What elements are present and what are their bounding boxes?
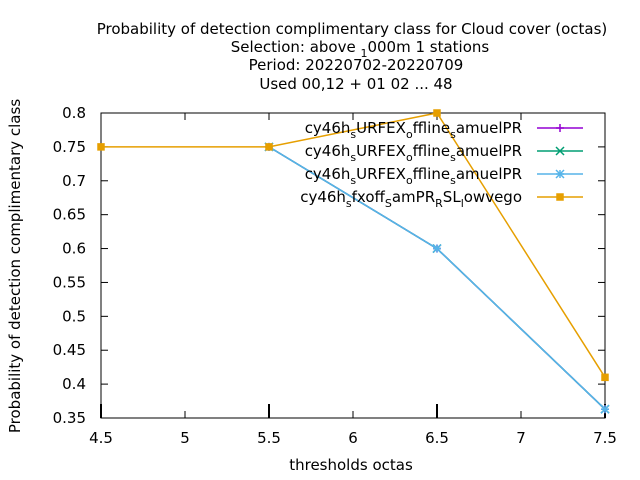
axes: 4.5 5 5.5 6 6.5 7 7.5 0.35 0.4 0.45 0.5 0.55 0.6 0.65… bbox=[53, 104, 617, 447]
x-tick-label-5: 7 bbox=[516, 429, 526, 447]
y-tick-label-0: 0.35 bbox=[53, 409, 86, 427]
legend-label-part: amPR bbox=[392, 188, 435, 206]
legend: cy46hsURFEXofflinesamuelPRcy46hsURFEXoff… bbox=[300, 119, 583, 210]
legend-label-part: ffline bbox=[413, 142, 450, 160]
x-axis-label: thresholds octas bbox=[289, 456, 413, 474]
series-line-2 bbox=[268, 146, 606, 410]
title-line-3: Period: 20220702-20220709 bbox=[249, 56, 464, 74]
series-3-point-0 bbox=[97, 143, 105, 151]
legend-label-part: s bbox=[450, 151, 456, 164]
legend-label-part: cy46h bbox=[305, 165, 351, 183]
legend-label-part: amuelPR bbox=[456, 119, 522, 137]
x-tick-label-4: 6.5 bbox=[425, 429, 449, 447]
legend-label-part: SL bbox=[443, 188, 462, 206]
legend-label-3: cy46hsfxoffSamPRRSLlowvego bbox=[300, 188, 522, 210]
title-line-4: Used 00,12 + 01 02 ... 48 bbox=[259, 75, 452, 93]
x-tick-label-0: 4.5 bbox=[89, 429, 113, 447]
legend-label-part: S bbox=[385, 197, 392, 210]
legend-label-part: URFEX bbox=[356, 165, 406, 183]
x-tick-label-2: 5.5 bbox=[257, 429, 281, 447]
legend-label-part: s bbox=[346, 197, 352, 210]
y-tick-label-2: 0.45 bbox=[53, 341, 86, 359]
title-line-2: Selection: above 1000m 1 stations bbox=[231, 38, 490, 60]
series-line-1 bbox=[268, 146, 606, 410]
legend-marker-3 bbox=[556, 193, 564, 201]
x-tick-label-6: 7.5 bbox=[593, 429, 617, 447]
x-tick-label-3: 6 bbox=[348, 429, 358, 447]
series-3-point-2 bbox=[433, 109, 441, 117]
legend-entry-2: cy46hsURFEXofflinesamuelPR bbox=[305, 165, 583, 187]
legend-label-part: l bbox=[461, 197, 464, 210]
legend-label-part: cy46h bbox=[305, 142, 351, 160]
legend-label-2: cy46hsURFEXofflinesamuelPR bbox=[305, 165, 522, 187]
legend-label-part: fxoff bbox=[352, 188, 386, 206]
series-2-point-2 bbox=[600, 404, 610, 414]
legend-marker-0 bbox=[556, 124, 564, 132]
series-0 bbox=[265, 142, 609, 414]
legend-entry-0: cy46hsURFEXofflinesamuelPR bbox=[305, 119, 583, 141]
x-tick-label-1: 5 bbox=[180, 429, 190, 447]
legend-label-part: URFEX bbox=[356, 119, 406, 137]
legend-label-part: s bbox=[350, 128, 356, 141]
legend-label-part: s bbox=[350, 174, 356, 187]
legend-label-part: R bbox=[435, 197, 443, 210]
series-2-point-1 bbox=[432, 244, 442, 254]
y-tick-label-3: 0.5 bbox=[62, 307, 86, 325]
y-tick-label-8: 0.75 bbox=[53, 138, 86, 156]
legend-label-part: amuelPR bbox=[456, 165, 522, 183]
series-2 bbox=[264, 142, 610, 414]
y-tick-label-5: 0.6 bbox=[62, 240, 86, 258]
legend-label-part: ffline bbox=[413, 119, 450, 137]
legend-label-part: o bbox=[406, 128, 413, 141]
series-3 bbox=[97, 109, 609, 382]
y-tick-label-6: 0.65 bbox=[53, 206, 86, 224]
legend-label-part: cy46h bbox=[300, 188, 346, 206]
legend-entry-3: cy46hsfxoffSamPRRSLlowvego bbox=[300, 188, 583, 210]
series-1 bbox=[264, 142, 610, 414]
legend-marker-2 bbox=[555, 169, 565, 179]
legend-label-part: cy46h bbox=[305, 119, 351, 137]
y-tick-label-9: 0.8 bbox=[62, 104, 86, 122]
legend-label-part: amuelPR bbox=[456, 142, 522, 160]
series-line-3 bbox=[101, 112, 606, 378]
legend-label-part: s bbox=[350, 151, 356, 164]
y-tick-label-7: 0.7 bbox=[62, 172, 86, 190]
y-tick-label-1: 0.4 bbox=[62, 375, 86, 393]
series-line-0 bbox=[268, 146, 606, 410]
series-3-point-1 bbox=[265, 143, 273, 151]
title-line-1: Probability of detection complimentary c… bbox=[97, 20, 608, 38]
series-3-point-3 bbox=[601, 373, 609, 382]
legend-label-part: ffline bbox=[413, 165, 450, 183]
legend-label-part: s bbox=[450, 174, 456, 187]
legend-label-1: cy46hsURFEXofflinesamuelPR bbox=[305, 142, 522, 164]
legend-marker-1 bbox=[555, 146, 565, 156]
y-tick-label-4: 0.55 bbox=[53, 273, 86, 291]
legend-label-0: cy46hsURFEXofflinesamuelPR bbox=[305, 119, 522, 141]
chart-title: Probability of detection complimentary c… bbox=[97, 20, 608, 93]
legend-label-part: URFEX bbox=[356, 142, 406, 160]
legend-label-part: o bbox=[406, 151, 413, 164]
legend-label-part: o bbox=[406, 174, 413, 187]
legend-entry-1: cy46hsURFEXofflinesamuelPR bbox=[305, 142, 583, 164]
legend-label-part: s bbox=[450, 128, 456, 141]
series-layer bbox=[97, 109, 610, 414]
y-axis-label: Probability of detection complimentary c… bbox=[6, 99, 24, 433]
legend-label-part: owvego bbox=[464, 188, 522, 206]
